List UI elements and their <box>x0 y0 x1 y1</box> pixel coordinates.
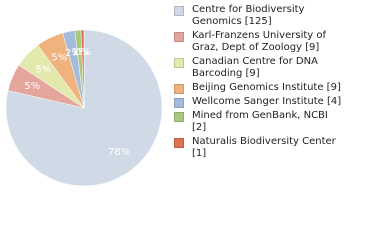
legend-item: Naturalis Biodiversity Center [1] <box>174 136 374 160</box>
legend-swatch <box>174 58 184 68</box>
pie-slice <box>80 29 85 109</box>
legend-item: Centre for Biodiversity Genomics [125] <box>174 4 374 28</box>
legend-label: Karl-Franzens University of Graz, Dept o… <box>192 30 326 53</box>
legend-item: Karl-Franzens University of Graz, Dept o… <box>174 30 374 54</box>
legend-label: Naturalis Biodiversity Center [1] <box>192 136 336 159</box>
legend-label: Beijing Genomics Institute [9] <box>192 82 341 93</box>
legend-swatch <box>174 98 184 108</box>
legend-item: Beijing Genomics Institute [9] <box>174 82 374 94</box>
legend-label: Wellcome Sanger Institute [4] <box>192 96 342 107</box>
legend-swatch <box>174 112 184 122</box>
legend-item: Canadian Centre for DNA Barcoding [9] <box>174 56 374 80</box>
legend-swatch <box>174 32 184 42</box>
slice-label: 5% <box>35 64 51 75</box>
legend-label: Canadian Centre for DNA Barcoding [9] <box>192 56 318 79</box>
legend-swatch <box>174 138 184 148</box>
slice-label: 5% <box>24 81 40 92</box>
legend-label: Mined from GenBank, NCBI [2] <box>192 110 328 133</box>
legend-swatch <box>174 84 184 94</box>
legend-swatch <box>174 6 184 16</box>
slice-label: 2% <box>65 48 81 59</box>
legend-item: Wellcome Sanger Institute [4] <box>174 96 374 108</box>
slice-label: 0% <box>75 47 91 58</box>
legend: Centre for Biodiversity Genomics [125] Ka… <box>174 4 374 162</box>
slice-label: 78% <box>108 147 130 158</box>
legend-item: Mined from GenBank, NCBI [2] <box>174 110 374 134</box>
slice-label: 5% <box>51 53 67 64</box>
legend-label: Centre for Biodiversity Genomics [125] <box>192 4 305 27</box>
pie-area: 78%5%5%5%2%1%0% <box>5 29 163 187</box>
slice-label: 1% <box>72 47 88 58</box>
